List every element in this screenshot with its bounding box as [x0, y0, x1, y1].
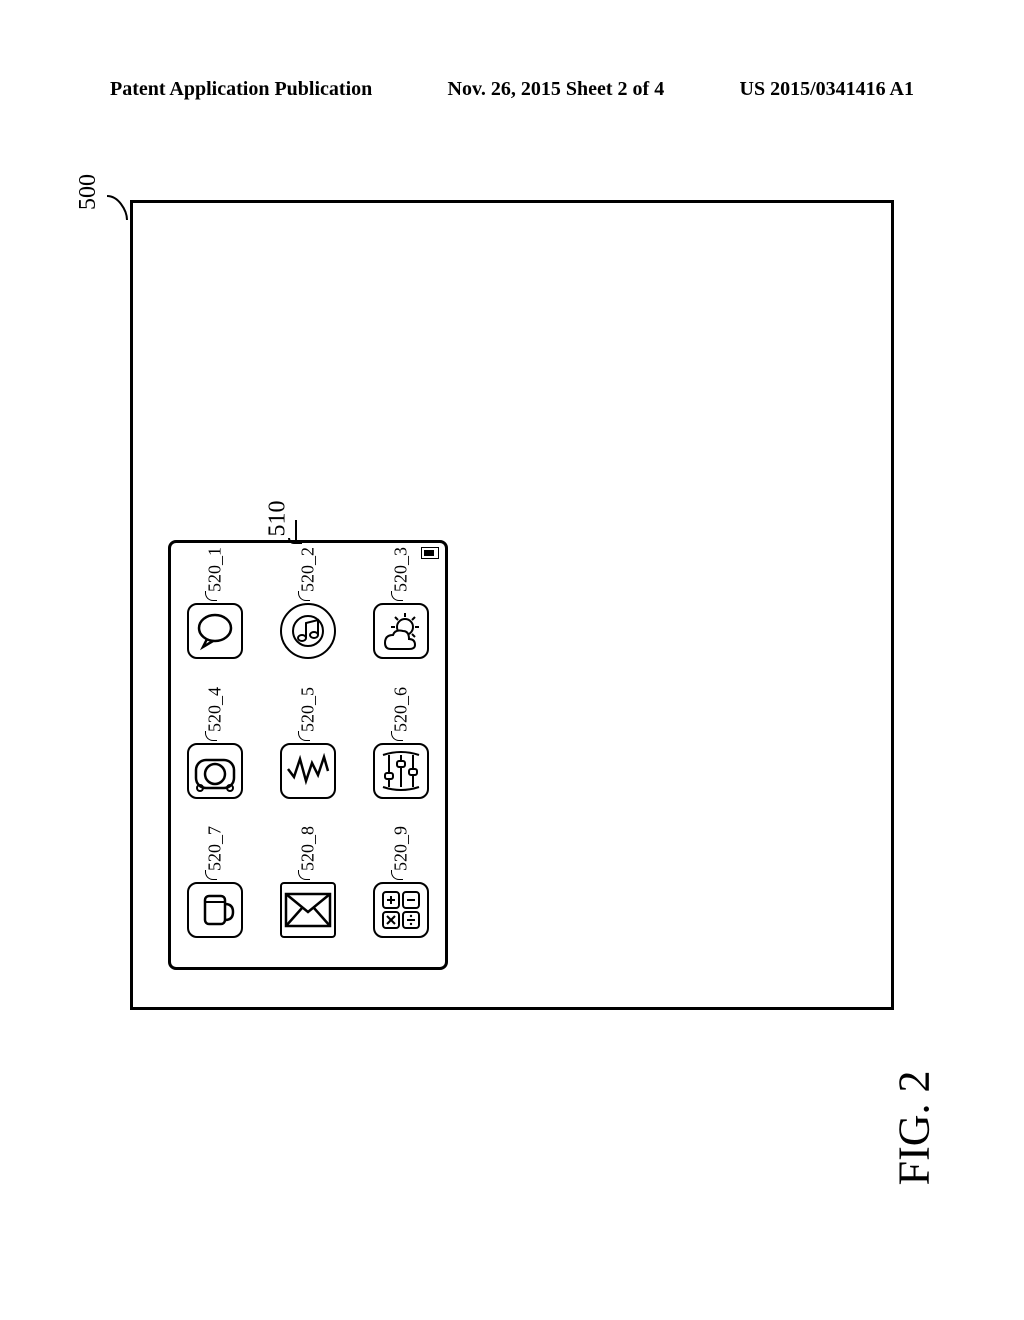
header-right: US 2015/0341416 A1 — [740, 78, 914, 101]
icon-cell: 520_7 — [176, 842, 255, 962]
ref-label: 520_4 — [205, 687, 226, 732]
figure-label: FIG. 2 — [889, 1071, 940, 1186]
page-header: Patent Application Publication Nov. 26, … — [0, 78, 1024, 101]
ref-label: 520_6 — [390, 687, 411, 732]
camera-icon — [187, 743, 243, 799]
figure-area: 500 510 520_1 — [130, 170, 894, 1200]
ref-label: 520_3 — [390, 547, 411, 592]
icon-cell: 520_1 — [176, 563, 255, 683]
phone-device: 520_1 520_2 — [168, 540, 448, 970]
settings-icon — [373, 743, 429, 799]
ref-label: 520_1 — [205, 547, 226, 592]
leader-icon — [298, 870, 310, 880]
header-left: Patent Application Publication — [110, 78, 372, 101]
leader-icon — [298, 731, 310, 741]
leader-icon — [205, 591, 217, 601]
phone-screen: 520_1 520_2 — [176, 563, 440, 962]
header-center: Nov. 26, 2015 Sheet 2 of 4 — [448, 78, 665, 101]
icon-cell: 520_4 — [176, 703, 255, 823]
icon-cell: 520_8 — [269, 842, 348, 962]
icon-cell: 520_9 — [361, 842, 440, 962]
ref-label: 520_5 — [297, 687, 318, 732]
icon-cell: 520_2 — [269, 563, 348, 683]
ref-label-500: 500 — [75, 174, 102, 210]
stocks-icon — [280, 743, 336, 799]
calculator-icon — [373, 882, 429, 938]
leader-icon — [205, 870, 217, 880]
chat-icon — [187, 603, 243, 659]
icon-cell: 520_5 — [269, 703, 348, 823]
leader-500 — [105, 198, 129, 222]
mail-icon — [280, 882, 336, 938]
leader-icon — [205, 731, 217, 741]
weather-icon — [373, 603, 429, 659]
leader-icon — [391, 870, 403, 880]
icon-cell: 520_3 — [361, 563, 440, 683]
ref-label: 520_2 — [297, 547, 318, 592]
ref-label: 520_8 — [297, 826, 318, 871]
ref-label: 520_9 — [390, 826, 411, 871]
icon-grid: 520_1 520_2 — [176, 563, 440, 962]
contacts-icon — [187, 882, 243, 938]
battery-icon — [421, 547, 439, 559]
ref-label-510: 510 — [265, 501, 292, 537]
music-icon — [280, 603, 336, 659]
leader-icon — [391, 591, 403, 601]
leader-icon — [298, 591, 310, 601]
ref-label: 520_7 — [205, 826, 226, 871]
page: Patent Application Publication Nov. 26, … — [0, 0, 1024, 1320]
leader-icon — [391, 731, 403, 741]
icon-cell: 520_6 — [361, 703, 440, 823]
